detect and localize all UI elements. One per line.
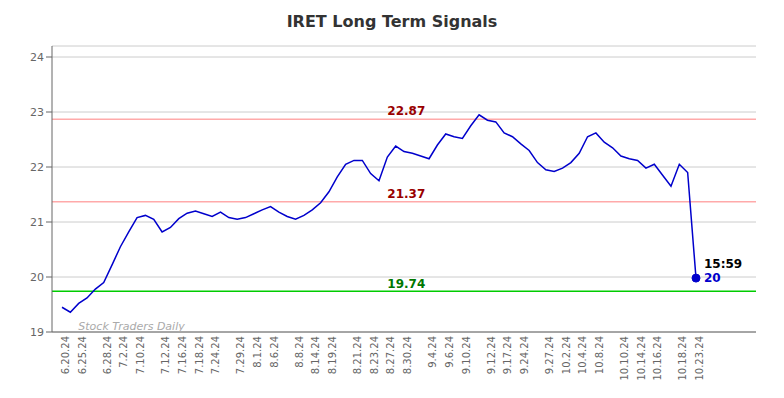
svg-text:6.28.24: 6.28.24 <box>102 336 113 374</box>
svg-text:7.18.24: 7.18.24 <box>194 336 205 374</box>
svg-text:10.2.24: 10.2.24 <box>561 336 572 374</box>
svg-text:10.8.24: 10.8.24 <box>594 336 605 374</box>
svg-text:22.87: 22.87 <box>387 104 425 118</box>
svg-text:21.37: 21.37 <box>387 187 425 201</box>
svg-text:9.27.24: 9.27.24 <box>544 336 555 374</box>
svg-text:8.30.24: 8.30.24 <box>402 336 413 374</box>
svg-text:8.27.24: 8.27.24 <box>385 336 396 374</box>
svg-text:23: 23 <box>30 106 44 119</box>
svg-text:9.12.24: 9.12.24 <box>486 336 497 374</box>
svg-text:8.1.24: 8.1.24 <box>252 336 263 368</box>
svg-text:8.19.24: 8.19.24 <box>327 336 338 374</box>
svg-text:20: 20 <box>704 271 721 285</box>
svg-text:21: 21 <box>30 216 44 229</box>
html-text:IRET Long Term Signals: IRET Long Term Signals <box>286 12 498 31</box>
svg-text:19: 19 <box>30 326 44 339</box>
svg-text:6.25.24: 6.25.24 <box>77 336 88 374</box>
svg-text:9.24.24: 9.24.24 <box>519 336 530 374</box>
svg-text:Stock Traders Daily: Stock Traders Daily <box>78 320 185 333</box>
svg-text:8.8.24: 8.8.24 <box>294 336 305 368</box>
svg-text:10.10.24: 10.10.24 <box>619 336 630 381</box>
svg-text:10.18.24: 10.18.24 <box>677 336 688 381</box>
svg-text:7.16.24: 7.16.24 <box>177 336 188 374</box>
svg-text:7.29.24: 7.29.24 <box>235 336 246 374</box>
svg-text:8.23.24: 8.23.24 <box>369 336 380 374</box>
svg-text:8.14.24: 8.14.24 <box>310 336 321 374</box>
svg-text:10.4.24: 10.4.24 <box>577 336 588 374</box>
svg-text:7.24.24: 7.24.24 <box>210 336 221 374</box>
svg-text:7.10.24: 7.10.24 <box>135 336 146 374</box>
svg-text:6.20.24: 6.20.24 <box>60 336 71 374</box>
svg-text:9.6.24: 9.6.24 <box>444 336 455 368</box>
svg-text:8.6.24: 8.6.24 <box>269 336 280 368</box>
svg-text:24: 24 <box>30 51 44 64</box>
svg-text:10.16.24: 10.16.24 <box>652 336 663 381</box>
svg-text:7.2.24: 7.2.24 <box>118 336 129 368</box>
svg-text:20: 20 <box>30 271 44 284</box>
svg-text:9.10.24: 9.10.24 <box>461 336 472 374</box>
svg-text:10.23.24: 10.23.24 <box>694 336 705 381</box>
svg-text:15:59: 15:59 <box>704 257 742 271</box>
svg-text:9.17.24: 9.17.24 <box>502 336 513 374</box>
svg-text:9.4.24: 9.4.24 <box>427 336 438 368</box>
svg-text:10.14.24: 10.14.24 <box>636 336 647 381</box>
svg-text:22: 22 <box>30 161 44 174</box>
svg-text:7.12.24: 7.12.24 <box>160 336 171 374</box>
svg-text:19.74: 19.74 <box>387 277 425 291</box>
svg-text:8.21.24: 8.21.24 <box>352 336 363 374</box>
